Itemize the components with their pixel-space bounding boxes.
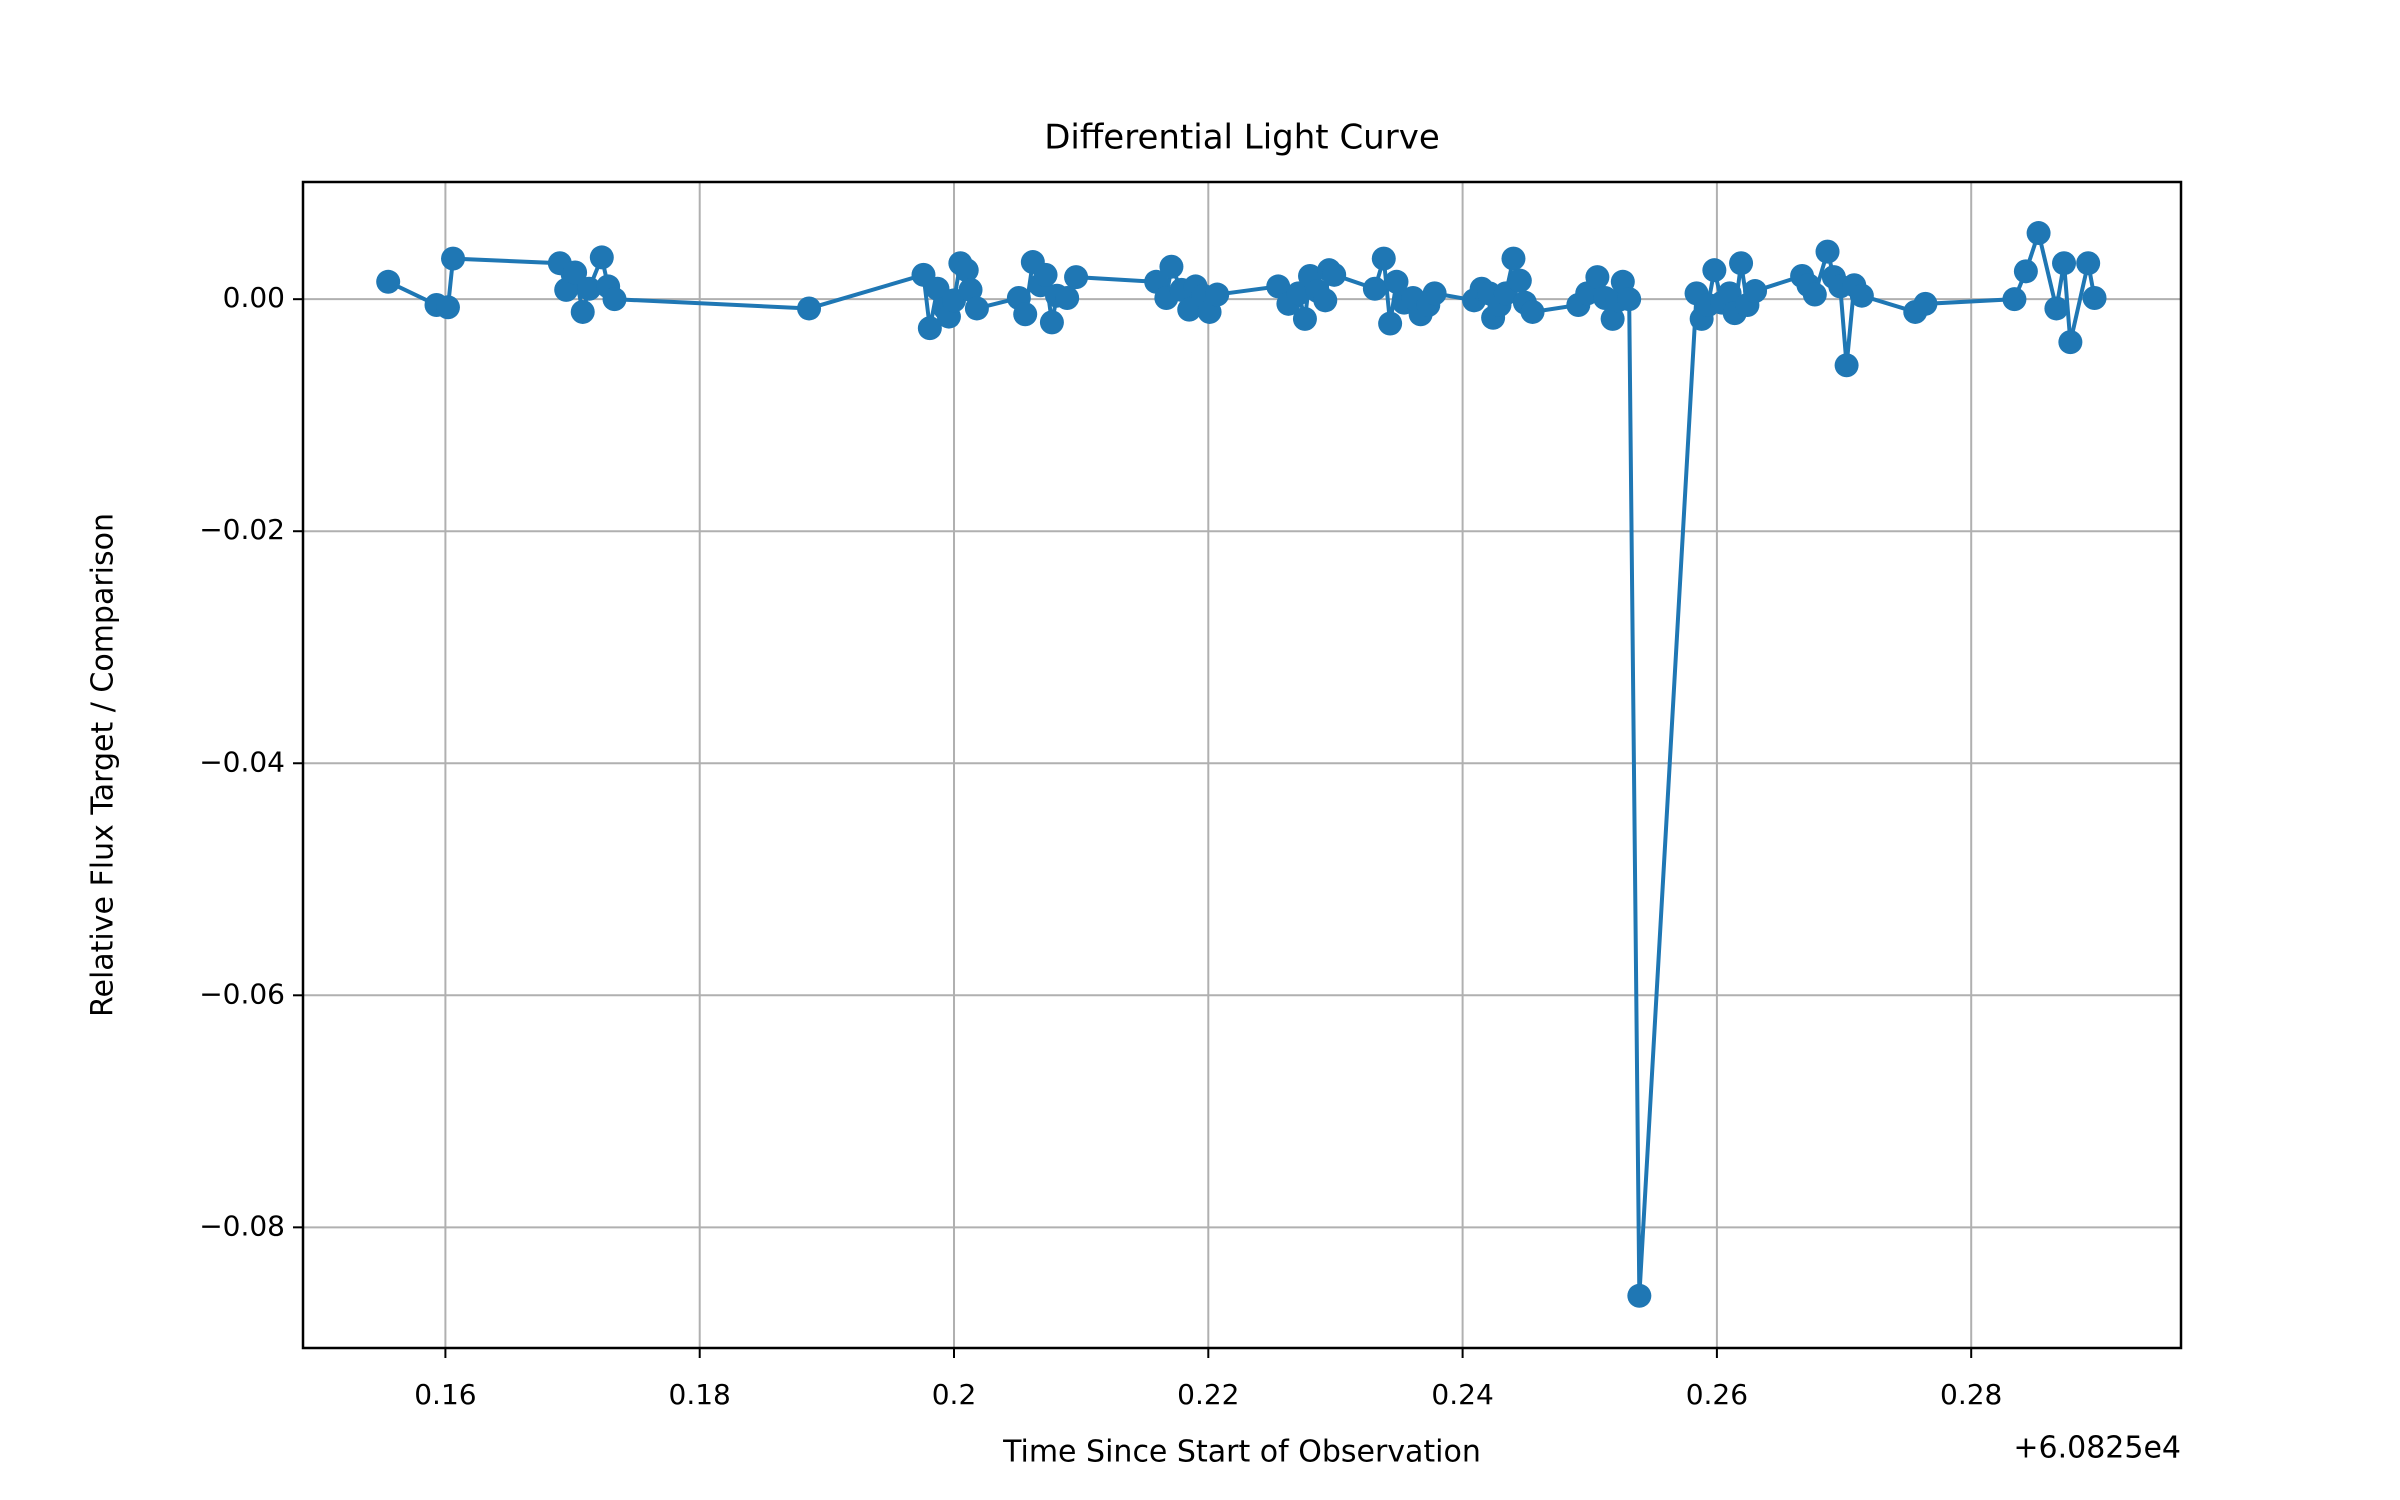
data-point xyxy=(376,269,401,294)
data-point xyxy=(1013,302,1038,327)
data-point xyxy=(1384,269,1409,294)
data-point xyxy=(1501,246,1526,271)
data-point xyxy=(1292,306,1317,331)
data-point xyxy=(2044,296,2069,321)
plot-frame xyxy=(301,180,2183,1350)
data-point xyxy=(589,245,614,270)
data-point xyxy=(1617,287,1642,312)
data-point xyxy=(954,258,979,283)
data-point xyxy=(1378,311,1403,336)
y-tick-label: −0.02 xyxy=(199,513,285,546)
y-axis-label: Relative Flux Target / Comparison xyxy=(86,513,121,1017)
data-point xyxy=(1362,276,1387,301)
data-point xyxy=(1627,1283,1652,1308)
data-point xyxy=(1520,299,1545,324)
y-tick-label: −0.04 xyxy=(199,745,285,778)
data-point xyxy=(1913,291,1938,316)
data-point xyxy=(1743,279,1768,304)
data-point xyxy=(577,276,602,301)
data-point xyxy=(1159,254,1184,279)
data-point xyxy=(1371,246,1396,271)
data-point xyxy=(2052,251,2077,276)
data-point xyxy=(797,296,822,321)
data-point xyxy=(1422,281,1447,306)
data-point xyxy=(2026,221,2051,246)
data-point xyxy=(1055,286,1080,311)
x-tick-label: 0.26 xyxy=(1686,1378,1748,1411)
data-point xyxy=(1585,265,1610,290)
data-point xyxy=(964,296,989,321)
data-point xyxy=(917,316,942,341)
data-point xyxy=(2002,287,2027,312)
data-point xyxy=(1729,251,1754,276)
data-point xyxy=(1702,258,1727,283)
chart-title: Differential Light Curve xyxy=(1044,118,1440,158)
data-point xyxy=(1286,281,1311,306)
data-point xyxy=(1849,283,1874,308)
data-point xyxy=(1834,353,1859,378)
data-point xyxy=(1039,310,1064,335)
x-tick-label: 0.2 xyxy=(932,1378,977,1411)
data-point xyxy=(2082,286,2107,311)
data-point xyxy=(602,287,627,312)
data-point xyxy=(1802,282,1827,307)
data-point xyxy=(2058,330,2083,355)
data-point xyxy=(570,299,595,324)
data-point xyxy=(563,260,588,285)
x-tick-label: 0.22 xyxy=(1177,1378,1239,1411)
y-tick-label: 0.00 xyxy=(223,281,285,314)
data-point xyxy=(1815,239,1840,264)
x-tick-label: 0.24 xyxy=(1431,1378,1493,1411)
y-tick-label: −0.06 xyxy=(199,977,285,1010)
data-point xyxy=(1205,282,1230,307)
y-tick-label: −0.08 xyxy=(199,1209,285,1242)
data-point xyxy=(2013,259,2038,284)
data-point xyxy=(1507,268,1532,293)
data-point xyxy=(2076,251,2101,276)
x-tick-label: 0.16 xyxy=(414,1378,476,1411)
data-point xyxy=(435,295,460,320)
data-point xyxy=(1717,281,1742,306)
x-tick-label: 0.28 xyxy=(1940,1378,2002,1411)
data-point xyxy=(1064,265,1089,290)
data-point xyxy=(1266,274,1291,299)
x-tick-label: 0.18 xyxy=(669,1378,731,1411)
data-point xyxy=(1313,288,1338,313)
data-point xyxy=(1322,262,1347,287)
data-point xyxy=(441,246,466,271)
x-offset-label: +6.0825e4 xyxy=(2013,1431,2181,1466)
data-point xyxy=(1600,306,1625,331)
x-axis-label: Time Since Start of Observation xyxy=(1002,1435,1481,1470)
data-point xyxy=(1033,262,1058,287)
data-point xyxy=(958,277,983,302)
